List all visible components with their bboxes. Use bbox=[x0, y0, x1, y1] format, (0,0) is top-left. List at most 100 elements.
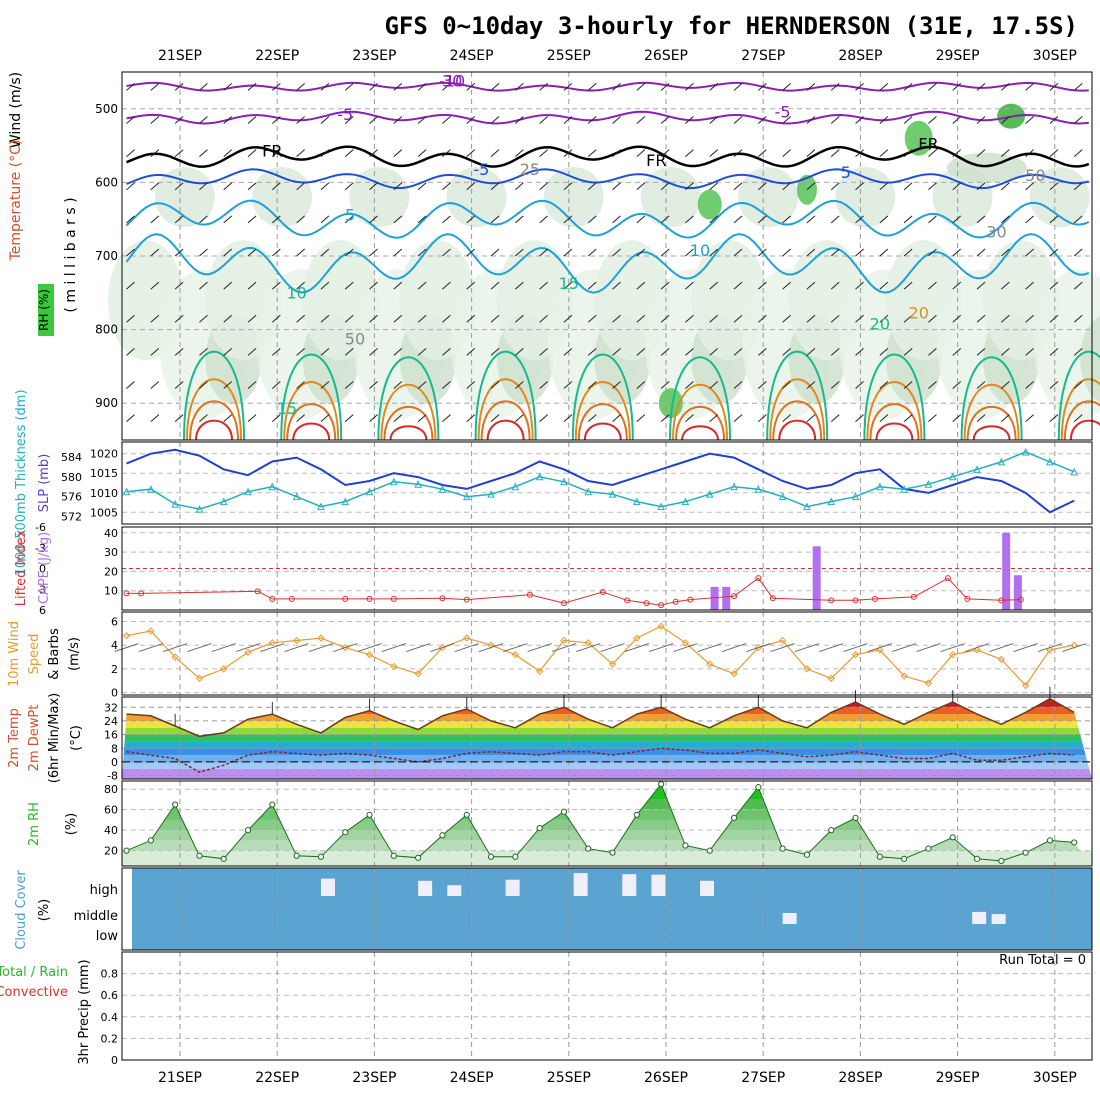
wind-barb bbox=[685, 248, 694, 257]
isotherm-dome bbox=[183, 350, 246, 441]
wind-barb bbox=[782, 83, 791, 91]
wind-barb bbox=[806, 83, 816, 91]
cape-bar bbox=[812, 546, 821, 610]
wind-barb bbox=[296, 248, 305, 257]
rh-marker bbox=[633, 811, 640, 818]
wind-barb bbox=[320, 215, 330, 224]
wind-speed-marker bbox=[876, 646, 884, 654]
wind-barb bbox=[1001, 182, 1010, 191]
wind-barb bbox=[272, 149, 281, 158]
wind-barb bbox=[879, 182, 889, 191]
temp-tick-label: -8 bbox=[107, 770, 118, 783]
contour-label: 20 bbox=[870, 315, 890, 334]
wind-barb bbox=[879, 248, 889, 257]
wind-barb bbox=[344, 414, 354, 422]
wind-barb bbox=[1001, 347, 1010, 356]
wind-barb bbox=[247, 414, 257, 422]
wind-speed-marker bbox=[268, 639, 277, 647]
wind-barb bbox=[393, 215, 403, 224]
wind-barb bbox=[320, 414, 330, 422]
wind-speed-marker bbox=[195, 674, 204, 683]
wind-barb bbox=[1001, 414, 1010, 422]
cloud-high-bar bbox=[622, 874, 637, 896]
wind-label-3: & Barbs bbox=[47, 628, 62, 680]
wind-barb bbox=[344, 381, 354, 389]
rh-marker bbox=[779, 845, 786, 852]
temp-tick-label: 0 bbox=[111, 756, 118, 769]
wind-barb bbox=[879, 83, 889, 91]
wind-barb bbox=[660, 314, 670, 323]
thickness-marker bbox=[317, 502, 325, 511]
wind-barb bbox=[636, 83, 646, 91]
rh-marker bbox=[390, 852, 397, 859]
temp-band bbox=[122, 748, 1092, 756]
wind-barb bbox=[903, 381, 913, 389]
precip-label-1: Total / Rain bbox=[0, 965, 68, 980]
wind-barb bbox=[369, 314, 378, 323]
wind-barb bbox=[612, 248, 621, 257]
wind-barb bbox=[333, 643, 358, 653]
wind-barb bbox=[1049, 347, 1059, 356]
isotherm-dome bbox=[863, 353, 926, 441]
wind-barb bbox=[247, 381, 257, 389]
wind-barb bbox=[417, 149, 427, 158]
cloud-high-bar bbox=[651, 874, 666, 896]
wind-speed-marker bbox=[681, 639, 690, 647]
cape-panel-frame bbox=[121, 526, 1093, 611]
isotherm-dome bbox=[681, 425, 720, 441]
temp-tick-label: 16 bbox=[104, 729, 118, 742]
thickness-marker bbox=[584, 487, 593, 496]
wind-barb bbox=[758, 248, 767, 257]
wind-barb bbox=[466, 414, 476, 422]
wind-barb bbox=[527, 643, 552, 653]
wind-barb bbox=[685, 281, 694, 290]
wind-barb bbox=[806, 347, 816, 356]
isotherm-dome bbox=[672, 384, 729, 441]
wind-barb bbox=[1062, 643, 1087, 653]
slp-panel-frame bbox=[121, 441, 1093, 525]
wind-barb bbox=[296, 381, 305, 389]
date-label-bottom: 30SEP bbox=[1033, 1070, 1077, 1086]
wind-barb bbox=[758, 381, 767, 389]
isotherm-dome bbox=[474, 350, 537, 441]
rh-marker bbox=[366, 811, 373, 818]
wind-barb bbox=[515, 281, 524, 290]
wind-barb bbox=[235, 643, 261, 653]
wind-barb bbox=[320, 83, 330, 91]
wind-barb bbox=[490, 314, 500, 323]
date-label-bottom: 24SEP bbox=[450, 1070, 494, 1086]
rh-marker bbox=[901, 855, 908, 862]
wind-barb bbox=[563, 83, 573, 91]
wind-barb bbox=[272, 182, 281, 191]
wind-barb bbox=[1073, 381, 1083, 389]
wind-barb bbox=[843, 643, 868, 653]
wind-barb bbox=[830, 215, 840, 224]
rh-marker bbox=[730, 814, 738, 821]
slp-label-slp: SLP (mb) bbox=[37, 454, 52, 513]
wind-barb bbox=[976, 116, 986, 124]
wind-barb bbox=[782, 182, 791, 191]
date-label-bottom: 28SEP bbox=[838, 1070, 882, 1086]
wind-speed-marker bbox=[463, 634, 471, 642]
chart-title: GFS 0~10day 3-hourly for HERNDERSON (31E… bbox=[384, 12, 1078, 40]
cloud-level-label: middle bbox=[74, 909, 118, 924]
thickness-marker bbox=[608, 490, 617, 498]
wind-barb bbox=[174, 381, 184, 389]
wind-barb bbox=[247, 314, 257, 323]
wind-barb bbox=[174, 281, 184, 290]
isotherm-dome bbox=[963, 384, 1020, 441]
wind-barb bbox=[272, 381, 281, 389]
wind-barb bbox=[830, 381, 840, 389]
rh-marker bbox=[244, 827, 252, 834]
wind-barb bbox=[952, 149, 962, 158]
wind-barb bbox=[1001, 314, 1010, 323]
wind-barb bbox=[320, 281, 330, 290]
isotherm-dome bbox=[377, 356, 440, 441]
wind-barb bbox=[940, 643, 965, 653]
precip-tick-label: 0 bbox=[111, 1054, 118, 1067]
rh-marker bbox=[1022, 849, 1029, 856]
wind-barb bbox=[855, 116, 864, 124]
contour-label: 5 bbox=[841, 163, 851, 182]
wind-barb bbox=[199, 83, 208, 91]
date-label-top: 21SEP bbox=[158, 48, 202, 64]
